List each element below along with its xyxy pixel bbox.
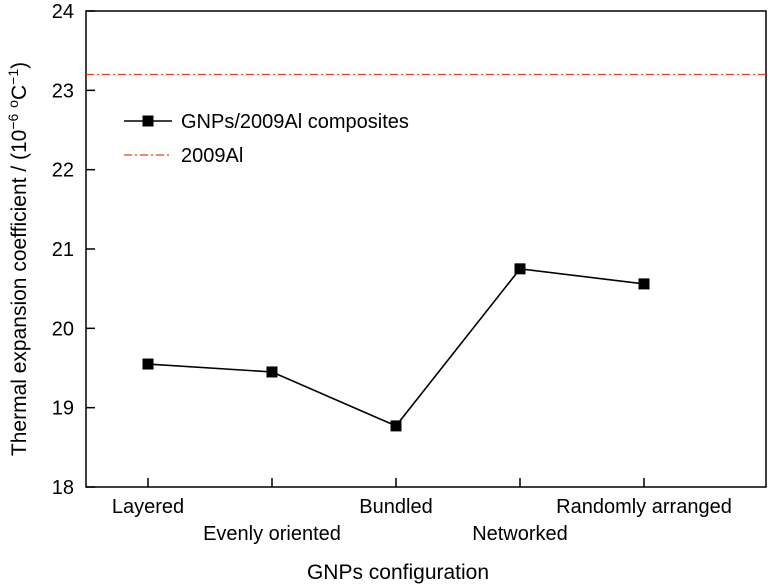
legend-label-composites: GNPs/2009Al composites [181, 111, 409, 133]
legend: GNPs/2009Al composites 2009Al [124, 111, 409, 167]
data-point [514, 263, 526, 275]
chart-marks [86, 73, 766, 432]
y-tick-label: 18 [52, 477, 74, 499]
x-tick-label: Randomly arranged [556, 496, 732, 518]
x-tick-label: Evenly oriented [203, 523, 341, 545]
y-axis-title-unit-exponent: −1 [5, 69, 21, 85]
y-tick-label: 19 [52, 398, 74, 420]
y-axis-title: Thermal expansion coefficient / (10−6 oC… [5, 62, 31, 456]
axis-ticks: 18 19 20 21 22 23 24 Layered Evenly oriented Bund… [52, 1, 732, 545]
x-tick-label: Layered [112, 496, 184, 518]
legend-label-2009al: 2009Al [181, 145, 243, 167]
data-point [142, 358, 154, 370]
y-axis-title-unit: C [8, 85, 31, 100]
y-tick-label: 23 [52, 80, 74, 102]
y-tick-label: 24 [52, 1, 74, 23]
y-axis-title-close: ) [8, 62, 31, 69]
plot-frame [85, 10, 767, 488]
y-axis-title-degree: o [5, 100, 21, 108]
data-point [266, 366, 278, 378]
y-axis-title-main: Thermal expansion coefficient / (10 [8, 130, 31, 456]
y-axis-title-exponent: −6 [5, 113, 21, 129]
legend-marker-composites [142, 115, 154, 127]
data-point [390, 420, 402, 432]
series-line [147, 267, 645, 427]
data-point [638, 278, 650, 290]
x-tick-label: Networked [472, 523, 568, 545]
y-tick-label: 22 [52, 160, 74, 182]
x-tick-label: Bundled [359, 496, 432, 518]
y-tick-label: 21 [52, 239, 74, 261]
x-axis-title: GNPs configuration [307, 561, 489, 584]
y-tick-label: 20 [52, 318, 74, 340]
